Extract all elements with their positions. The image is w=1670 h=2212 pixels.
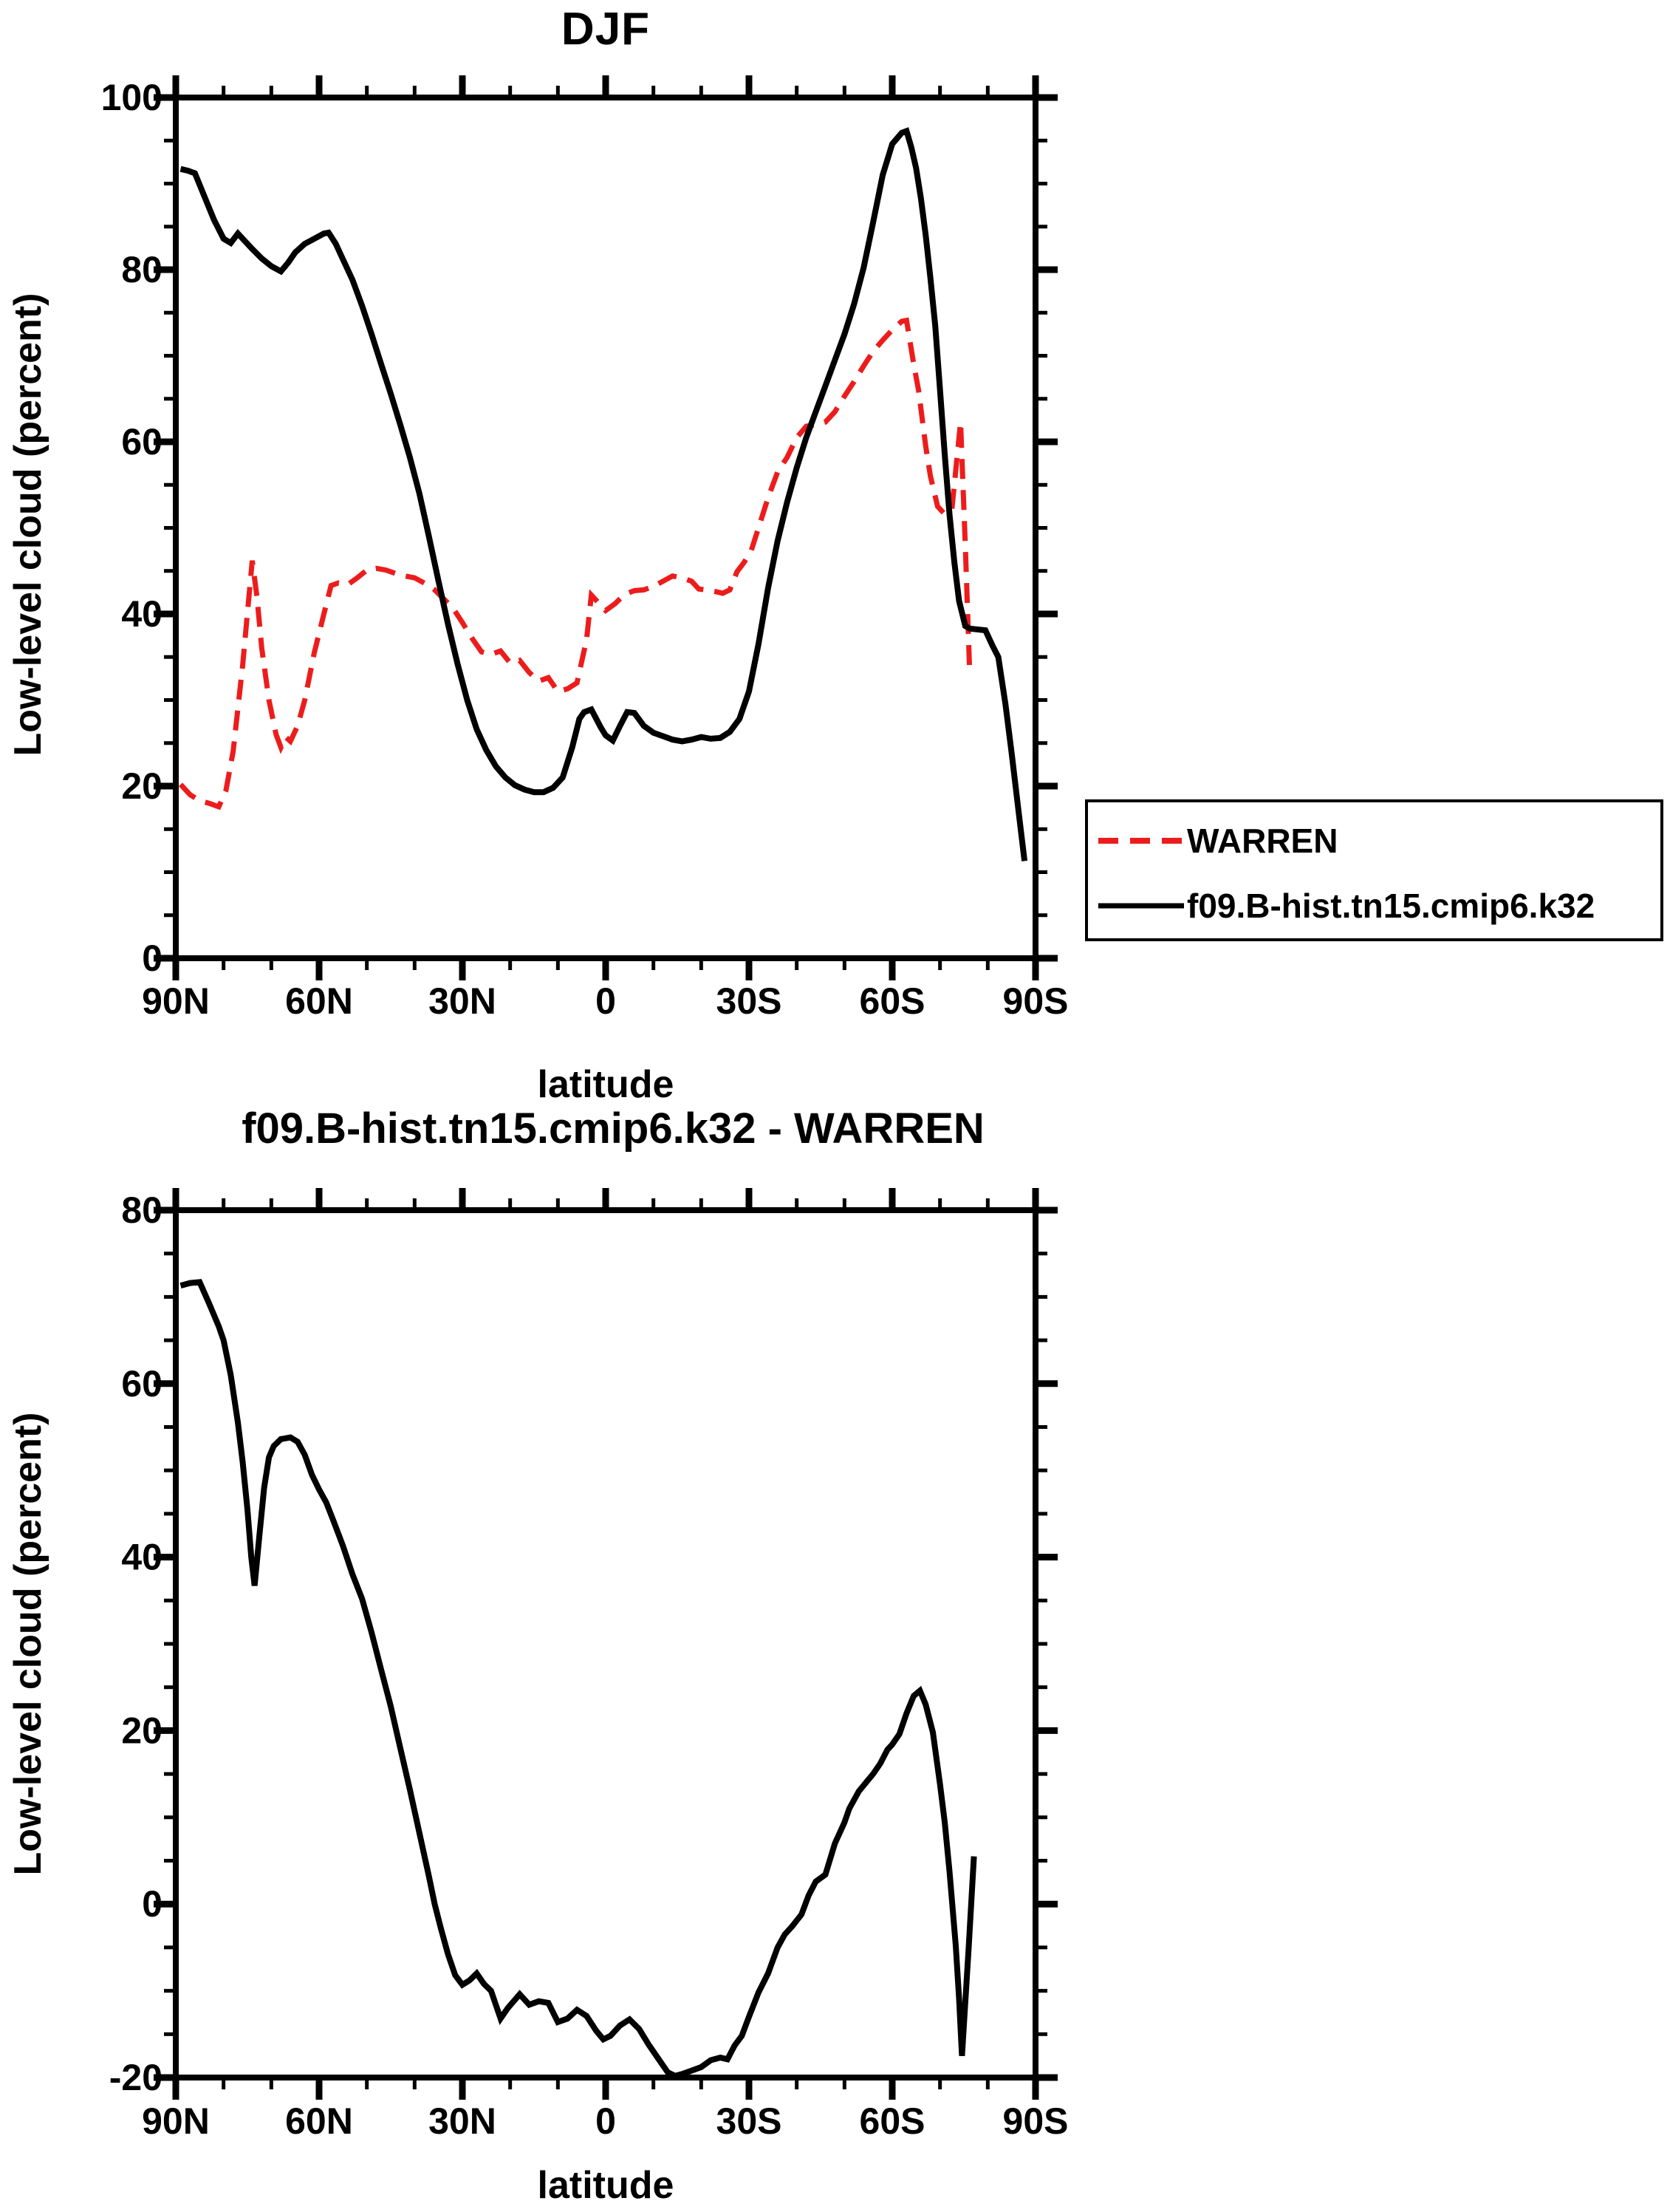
y-tick-label: 100 [101, 77, 162, 118]
legend-box: WARREN f09.B-hist.tn15.cmip6.k32 [1085, 799, 1663, 941]
x-tick-label: 90N [142, 2100, 210, 2142]
x-tick-label: 30N [428, 980, 496, 1022]
y-tick-label: 40 [121, 593, 162, 635]
y-tick-label: 0 [142, 938, 162, 979]
x-tick-label: 60S [860, 980, 925, 1022]
legend-entry-warren: WARREN [1097, 822, 1338, 860]
top-y-axis-label: Low-level cloud (percent) [7, 293, 49, 757]
series-line-f09-b-hist-tn15-cmip6-k32 [179, 127, 1028, 861]
top-x-axis-label: latitude [537, 1063, 674, 1106]
x-tick-label: 30N [428, 2100, 496, 2142]
plot-frame [173, 95, 1038, 961]
x-tick-label: 0 [595, 2100, 616, 2142]
legend-label-warren: WARREN [1187, 822, 1338, 860]
top-panel-title: DJF [561, 4, 651, 55]
series-line-difference-model-minus-warren- [179, 1279, 977, 2079]
bottom-panel-title: f09.B-hist.tn15.cmip6.k32 - WARREN [242, 1105, 985, 1153]
y-tick-label: 80 [121, 249, 162, 290]
chart-panel-1: 90N 60N 30N 0 30S 60S 90S 80 60 40 20 0 -20 [109, 1188, 1069, 2142]
x-tick-label: 90S [1003, 2100, 1069, 2142]
model-solid-line-sample [1098, 903, 1184, 909]
warren-dashed-line-sample [1098, 838, 1184, 844]
chart-panel-0: 90N 60N 30N 0 30S 60S 90S 100 80 60 40 20 0 [101, 75, 1069, 1022]
x-tick-label: 30S [716, 980, 782, 1022]
x-tick-label: 90N [142, 980, 210, 1022]
y-tick-label: 80 [121, 1189, 162, 1231]
y-tick-label: 20 [121, 765, 162, 807]
bottom-x-axis-label: latitude [537, 2164, 674, 2207]
y-tick-label: 40 [121, 1537, 162, 1578]
y-tick-label: 20 [121, 1710, 162, 1751]
bottom-y-axis-label: Low-level cloud (percent) [7, 1412, 49, 1876]
y-tick-label: 60 [121, 1363, 162, 1404]
y-tick-label: 60 [121, 421, 162, 462]
y-tick-label: 0 [142, 1883, 162, 1925]
legend-entry-model: f09.B-hist.tn15.cmip6.k32 [1097, 887, 1595, 925]
x-tick-label: 60S [860, 2100, 925, 2142]
y-tick-label: -20 [109, 2057, 162, 2098]
series-line-warren [178, 317, 973, 810]
x-tick-label: 60N [285, 980, 353, 1022]
x-tick-label: 30S [716, 2100, 782, 2142]
plot-frame [173, 1207, 1038, 2080]
x-tick-label: 90S [1003, 980, 1069, 1022]
legend-label-model: f09.B-hist.tn15.cmip6.k32 [1187, 887, 1595, 925]
x-tick-label: 60N [285, 2100, 353, 2142]
x-tick-label: 0 [595, 980, 616, 1022]
